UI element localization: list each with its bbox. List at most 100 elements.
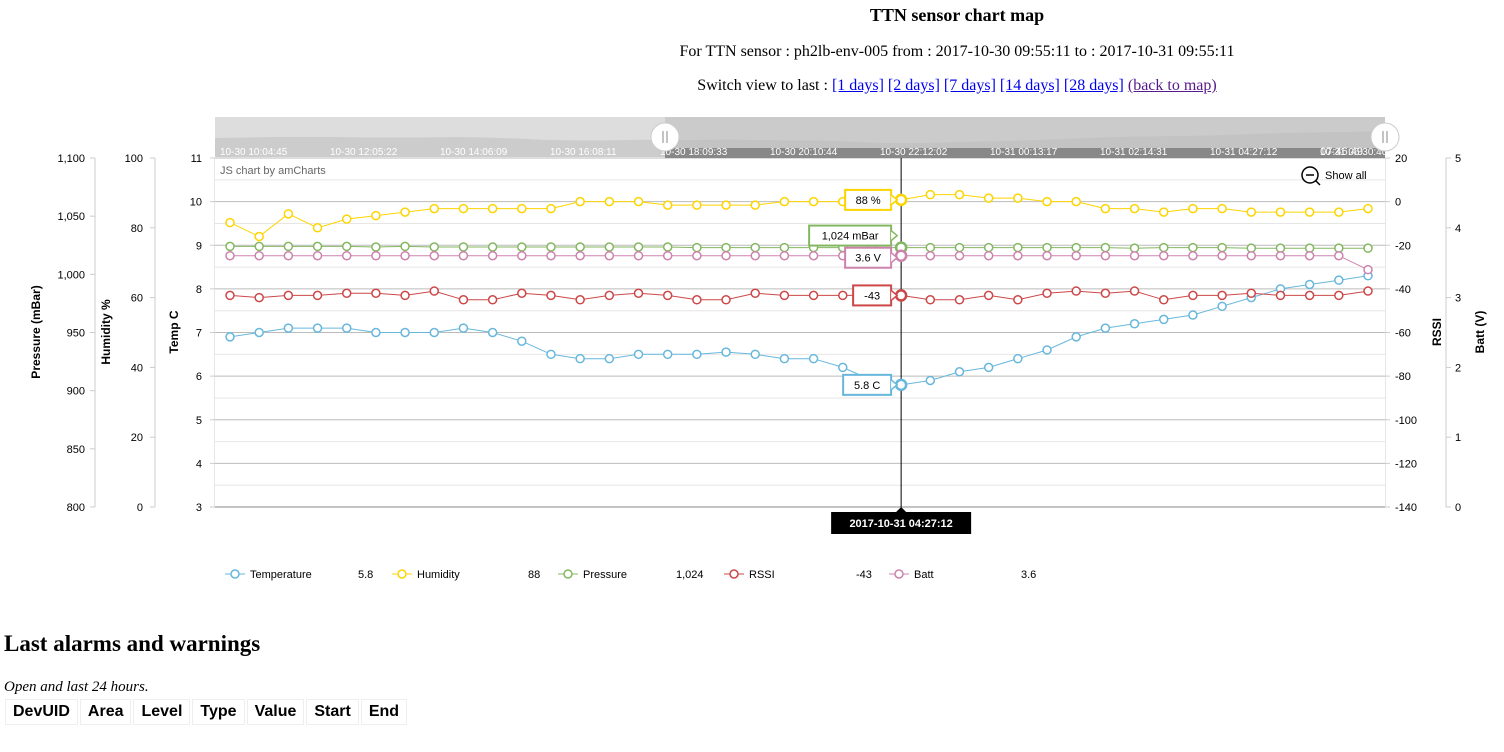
pressure-point[interactable]	[371, 242, 381, 252]
batt-point[interactable]	[575, 250, 585, 261]
temperature-point[interactable]	[517, 336, 527, 346]
scrollbar-right-handle[interactable]	[1370, 122, 1400, 152]
rssi-point[interactable]	[1246, 288, 1257, 298]
rssi-point[interactable]	[458, 295, 469, 305]
rssi-point[interactable]	[838, 290, 848, 301]
humidity-point[interactable]	[312, 223, 323, 233]
humidity-point[interactable]	[1304, 207, 1315, 217]
humidity-point[interactable]	[1334, 207, 1344, 217]
pressure-point[interactable]	[604, 242, 615, 252]
humidity-point[interactable]	[779, 196, 790, 207]
link-2-days[interactable]: [2 days]	[887, 77, 940, 94]
column-level[interactable]: Level	[133, 699, 191, 725]
humidity-point[interactable]	[458, 203, 469, 214]
rssi-point[interactable]	[225, 290, 235, 301]
batt-point[interactable]	[1013, 250, 1023, 261]
humidity-point[interactable]	[1363, 203, 1373, 214]
pressure-point[interactable]	[1275, 243, 1286, 253]
chart-scrollbar[interactable]: 10-30 10:04:45 10-30 12:05:22 10-30 14:06:…	[215, 117, 1400, 158]
rssi-point[interactable]	[575, 295, 585, 305]
pressure-point[interactable]	[954, 242, 965, 253]
temperature-point[interactable]	[1334, 275, 1344, 285]
temperature-point[interactable]	[400, 327, 410, 338]
temperature-point[interactable]	[633, 349, 644, 360]
rssi-point[interactable]	[779, 290, 790, 301]
rssi-point[interactable]	[925, 295, 936, 305]
batt-point[interactable]	[1275, 250, 1286, 261]
humidity-point[interactable]	[750, 200, 760, 210]
rssi-point[interactable]	[312, 290, 323, 301]
scrollbar-left-handle[interactable]	[650, 122, 680, 152]
rssi-point[interactable]	[341, 288, 352, 298]
rssi-point[interactable]	[371, 288, 381, 298]
batt-point[interactable]	[254, 250, 264, 261]
temperature-point[interactable]	[604, 353, 615, 364]
batt-cursor-point[interactable]	[894, 249, 908, 262]
temperature-point[interactable]	[1071, 332, 1081, 342]
temperature-point[interactable]	[1188, 310, 1198, 320]
temperature-point[interactable]	[1100, 323, 1111, 333]
batt-legend-marker[interactable]	[894, 569, 904, 579]
batt-point[interactable]	[458, 250, 469, 261]
link-28-days[interactable]: [28 days]	[1063, 77, 1124, 94]
temperature-point[interactable]	[1013, 353, 1023, 364]
temperature-point[interactable]	[225, 332, 235, 342]
temperature-point[interactable]	[312, 323, 323, 333]
batt-point[interactable]	[925, 250, 936, 261]
batt-point[interactable]	[750, 250, 760, 261]
batt-point[interactable]	[1304, 250, 1315, 261]
humidity-point[interactable]	[1275, 207, 1286, 217]
rssi-point[interactable]	[954, 295, 965, 305]
column-type[interactable]: Type	[192, 699, 245, 725]
batt-point[interactable]	[721, 250, 731, 261]
batt-point[interactable]	[341, 250, 352, 261]
rssi-point[interactable]	[750, 288, 760, 298]
humidity-legend-marker[interactable]	[397, 569, 407, 579]
humidity-point[interactable]	[341, 214, 352, 224]
batt-point[interactable]	[312, 250, 323, 261]
temperature-point[interactable]	[808, 353, 819, 364]
humidity-point[interactable]	[487, 203, 498, 214]
temperature-point[interactable]	[283, 323, 294, 333]
batt-point[interactable]	[283, 250, 294, 261]
temperature-point[interactable]	[575, 353, 585, 364]
humidity-point[interactable]	[575, 196, 585, 207]
temperature-point[interactable]	[779, 353, 790, 364]
batt-point[interactable]	[1334, 250, 1344, 261]
pressure-point[interactable]	[1304, 243, 1315, 253]
pressure-point[interactable]	[458, 242, 469, 252]
humidity-point[interactable]	[371, 210, 381, 221]
humidity-point[interactable]	[1158, 207, 1169, 217]
pressure-point[interactable]	[1042, 242, 1052, 253]
temperature-point[interactable]	[254, 327, 264, 338]
batt-point[interactable]	[1042, 250, 1052, 261]
pressure-point[interactable]	[1013, 242, 1023, 253]
pressure-point[interactable]	[1188, 242, 1198, 253]
batt-point[interactable]	[808, 250, 819, 261]
rssi-point[interactable]	[662, 290, 673, 301]
chart-plot-area[interactable]: JS chart by amCharts 88 % 1,024 mBar 3.6 V -…	[215, 157, 1385, 534]
batt-point[interactable]	[1188, 250, 1198, 261]
batt-point[interactable]	[983, 250, 994, 261]
temperature-point[interactable]	[1042, 345, 1052, 355]
batt-point[interactable]	[1158, 250, 1169, 261]
rssi-point[interactable]	[1042, 288, 1052, 298]
column-devuid[interactable]: DevUID	[5, 699, 78, 725]
humidity-point[interactable]	[517, 203, 527, 214]
batt-point[interactable]	[779, 250, 790, 261]
pressure-point[interactable]	[1158, 242, 1169, 253]
rssi-point[interactable]	[1304, 290, 1315, 301]
rssi-point[interactable]	[546, 290, 556, 301]
temperature-point[interactable]	[925, 375, 936, 386]
pressure-point[interactable]	[1217, 242, 1227, 253]
column-value[interactable]: Value	[246, 699, 305, 725]
temperature-point[interactable]	[692, 349, 702, 360]
batt-point[interactable]	[1100, 250, 1111, 261]
temperature-point[interactable]	[341, 323, 352, 333]
rssi-point[interactable]	[487, 295, 498, 305]
rssi-point[interactable]	[1071, 286, 1081, 296]
rssi-point[interactable]	[400, 290, 410, 301]
rssi-point[interactable]	[1129, 286, 1140, 296]
batt-point[interactable]	[225, 250, 235, 261]
batt-point[interactable]	[1129, 250, 1140, 261]
